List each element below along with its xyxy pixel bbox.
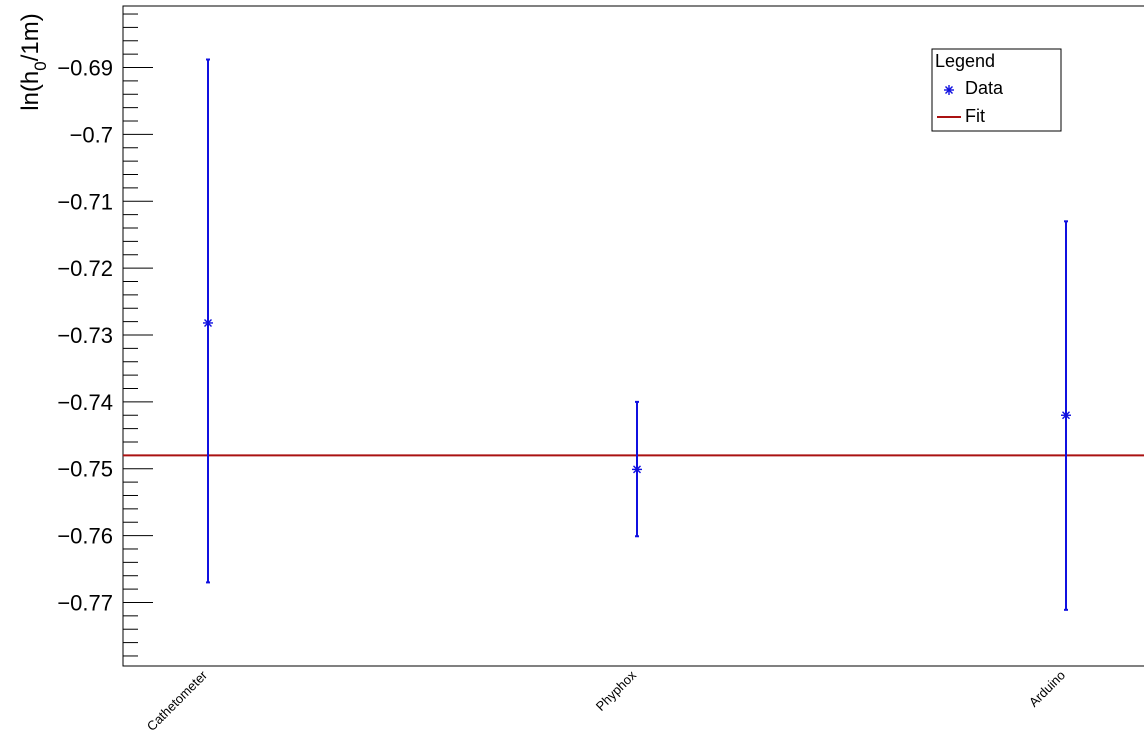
svg-text:ln(h0/1m): ln(h0/1m) — [17, 13, 50, 111]
y-tick-label: −0.69 — [57, 56, 113, 81]
x-axis-category-labels: Cathetometer Phyphox Arduino — [144, 667, 1068, 734]
legend-label-data: Data — [965, 78, 1004, 98]
legend-label-fit: Fit — [965, 106, 985, 126]
legend: Legend Data Fit — [931, 48, 1062, 132]
x-category-label: Cathetometer — [144, 667, 211, 734]
data-point-stroke — [633, 465, 641, 474]
data-point — [203, 317, 213, 328]
y-tick-label: −0.74 — [57, 390, 113, 415]
y-tick-label: −0.76 — [57, 524, 113, 549]
y-tick-label: −0.71 — [57, 189, 113, 214]
data-point — [1061, 410, 1071, 421]
data-point-stroke — [1062, 411, 1070, 420]
y-axis-label-prefix: ln(h — [17, 71, 44, 111]
y-axis-tick-labels: −0.69 −0.7 −0.71 −0.72 −0.73 −0.74 −0.75 −0.76 −… — [57, 56, 113, 616]
y-tick-label: −0.72 — [57, 256, 113, 281]
y-tick-label: −0.73 — [57, 323, 113, 348]
y-tick-label: −0.77 — [57, 590, 113, 615]
data-point — [632, 464, 642, 475]
data-point-stroke — [204, 318, 212, 327]
legend-title: Legend — [935, 51, 995, 71]
plot-frame — [122, 5, 1144, 667]
y-axis-ticks — [123, 13, 153, 657]
y-tick-label: −0.75 — [57, 457, 113, 482]
data-layer — [203, 58, 1071, 611]
x-category-label: Arduino — [1026, 668, 1068, 710]
y-axis-label-subscript: 0 — [31, 61, 50, 70]
y-axis-label-suffix: /1m) — [17, 13, 44, 61]
x-category-label: Phyphox — [593, 667, 640, 714]
legend-marker-data — [944, 85, 954, 95]
y-tick-label: −0.7 — [70, 122, 113, 147]
y-axis-label: ln(h0/1m) — [17, 13, 50, 111]
